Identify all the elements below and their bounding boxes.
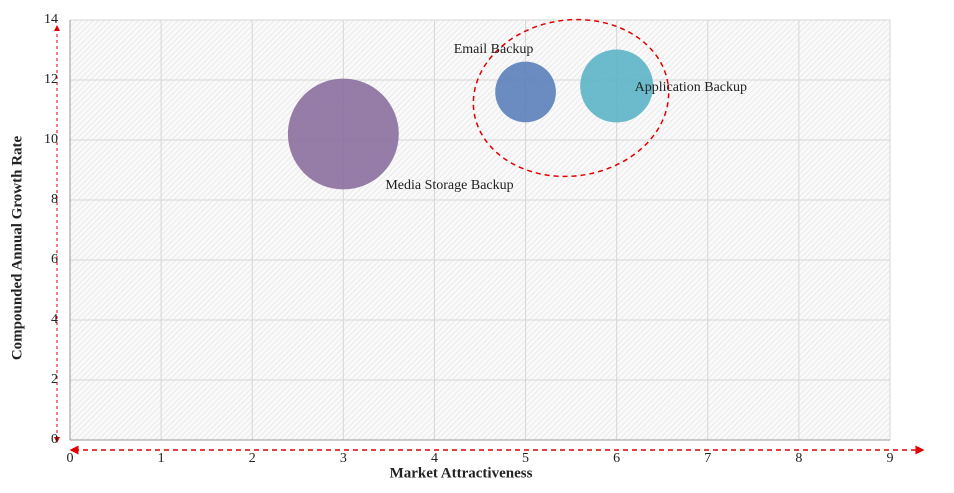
- x-tick-label: 2: [249, 451, 256, 466]
- bubble: [495, 61, 556, 123]
- y-tick-label: 14: [44, 12, 58, 27]
- y-tick-label: 6: [51, 252, 58, 267]
- bubbles: [287, 49, 654, 190]
- bubble: [580, 49, 654, 123]
- x-tick-label: 5: [522, 451, 529, 466]
- y-tick-label: 0: [51, 432, 58, 447]
- y-tick-label: 2: [51, 372, 58, 387]
- bubble-label: Media Storage Backup: [385, 178, 513, 193]
- bubble-label: Email Backup: [454, 42, 534, 57]
- x-tick-label: 3: [340, 451, 347, 466]
- x-axis-title: Market Attractiveness: [390, 465, 533, 481]
- x-tick-label: 4: [431, 451, 438, 466]
- y-tick-label: 12: [44, 72, 58, 87]
- y-tick-label: 8: [51, 192, 58, 207]
- highlight-ellipse: [472, 18, 670, 178]
- x-tick-label: 6: [613, 451, 620, 466]
- x-tick-label: 1: [158, 451, 165, 466]
- y-tick-label: 10: [44, 132, 58, 147]
- x-tick-label: 7: [704, 451, 711, 466]
- x-tick-label: 0: [67, 451, 74, 466]
- bubble-label: Application Backup: [635, 80, 747, 95]
- bubble: [287, 78, 399, 190]
- y-tick-label: 4: [51, 312, 58, 327]
- x-tick-label: 8: [795, 451, 802, 466]
- plot-area: [70, 20, 890, 440]
- y-axis-title: Compounded Annual Growth Rate: [9, 135, 25, 360]
- x-tick-label: 9: [887, 451, 894, 466]
